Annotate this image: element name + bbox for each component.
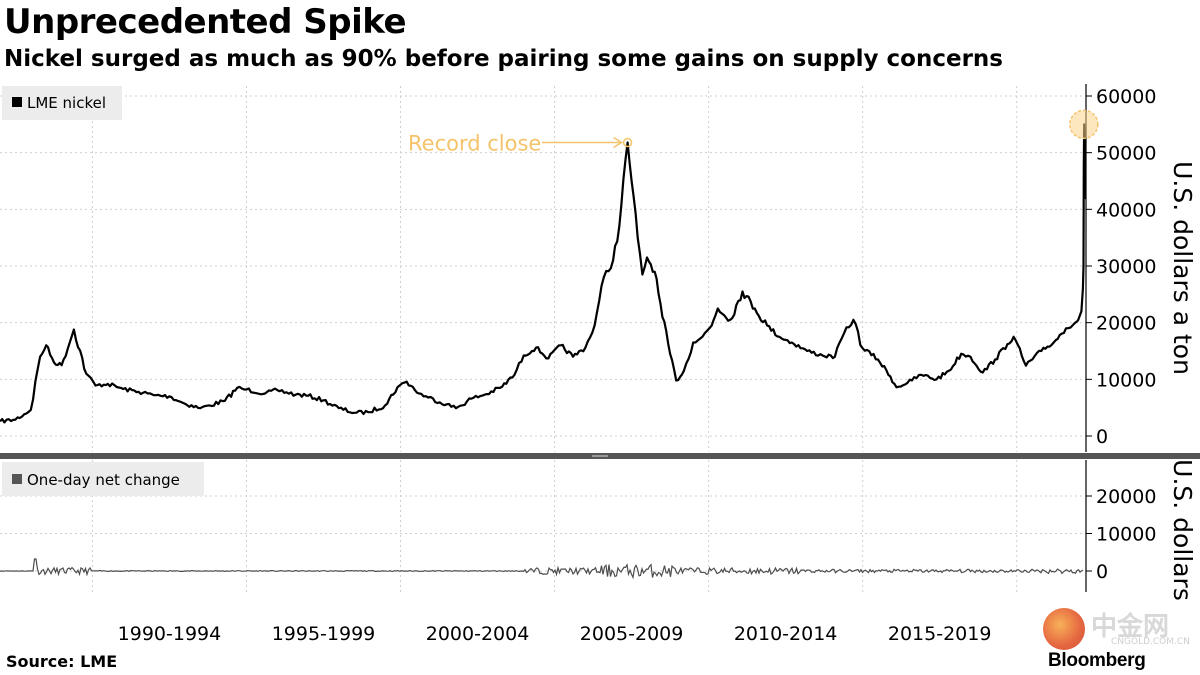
price-y-tick-label: 30000 <box>1096 256 1156 278</box>
chart-title: Unprecedented Spike <box>4 2 407 42</box>
change-y-tick-label: 10000 <box>1096 524 1156 546</box>
change-y-tick-label: 0 <box>1096 561 1108 583</box>
source-note: Source: LME <box>6 652 118 671</box>
x-tick-labels: 1990-1994 1995-1999 2000-2004 2005-2009 2010… <box>118 623 992 645</box>
x-tick-label: 2015-2019 <box>888 623 992 645</box>
price-y-tick-label: 0 <box>1096 426 1108 448</box>
watermark-logo-icon <box>1043 608 1085 650</box>
price-legend-label: LME nickel <box>27 94 106 112</box>
price-y-tick-label: 60000 <box>1096 86 1156 108</box>
price-legend-swatch <box>12 97 22 107</box>
x-tick-label: 2005-2009 <box>580 623 684 645</box>
chart-subtitle: Nickel surged as much as 90% before pair… <box>4 46 1003 72</box>
x-tick-label: 2000-2004 <box>426 623 530 645</box>
price-y-tick-label: 20000 <box>1096 313 1156 335</box>
x-tick-label: 2010-2014 <box>734 623 838 645</box>
record-close-label: Record close <box>408 131 541 155</box>
change-legend-box <box>2 462 204 496</box>
change-legend-label: One-day net change <box>27 471 180 489</box>
panel-divider-handle <box>592 455 608 457</box>
watermark-domain: CNGOLD.COM.CN <box>1111 637 1190 647</box>
price-y-tick-label: 50000 <box>1096 143 1156 165</box>
price-y-tick-label: 40000 <box>1096 199 1156 221</box>
price-y-tick-label: 10000 <box>1096 369 1156 391</box>
change-y-ticks: 0 10000 20000 <box>1086 486 1156 583</box>
change-y-tick-label: 20000 <box>1096 486 1156 508</box>
net-change-line <box>0 558 1084 580</box>
price-y-ticks: 0 10000 20000 30000 40000 50000 60000 <box>1086 86 1156 448</box>
change-y-axis-title: U.S. dollars <box>1168 459 1197 601</box>
x-tick-label: 1990-1994 <box>118 623 222 645</box>
watermark-name: 中金网 <box>1091 612 1170 642</box>
nickel-price-line <box>0 123 1087 424</box>
price-y-axis-title: U.S. dollars a ton <box>1168 161 1197 375</box>
bloomberg-logo: Bloomberg <box>1048 650 1146 671</box>
price-gridlines <box>0 86 1086 452</box>
watermark: 中金网 CNGOLD.COM.CN <box>1043 606 1193 650</box>
record-close-arrowhead <box>613 136 623 149</box>
top-panel-background <box>0 84 1086 454</box>
record-close-marker <box>622 137 633 148</box>
change-legend-swatch <box>12 474 22 484</box>
spike-highlight <box>1069 109 1099 140</box>
x-tick-label: 1995-1999 <box>272 623 376 645</box>
